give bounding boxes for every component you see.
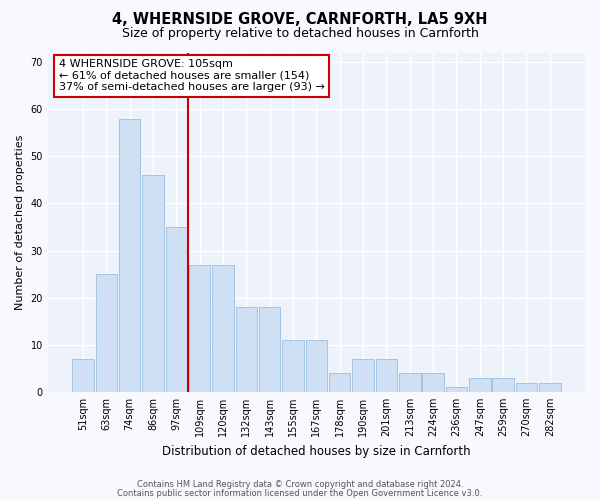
Bar [95,274,117,392]
Bar [189,264,211,392]
Y-axis label: Number of detached properties: Number of detached properties [15,134,25,310]
Bar [469,378,491,392]
Text: Contains HM Land Registry data © Crown copyright and database right 2024.: Contains HM Land Registry data © Crown c… [137,480,463,489]
Bar [259,307,280,392]
Text: 4, WHERNSIDE GROVE, CARNFORTH, LA5 9XH: 4, WHERNSIDE GROVE, CARNFORTH, LA5 9XH [112,12,488,28]
Text: Contains public sector information licensed under the Open Government Licence v3: Contains public sector information licen… [118,488,482,498]
Text: 4 WHERNSIDE GROVE: 105sqm
← 61% of detached houses are smaller (154)
37% of semi: 4 WHERNSIDE GROVE: 105sqm ← 61% of detac… [59,60,325,92]
Bar [516,382,537,392]
X-axis label: Distribution of detached houses by size in Carnforth: Distribution of detached houses by size … [162,444,471,458]
Bar [446,387,467,392]
Bar [352,359,374,392]
Bar [493,378,514,392]
Bar [422,373,444,392]
Bar [283,340,304,392]
Bar [305,340,327,392]
Bar [166,227,187,392]
Bar [539,382,560,392]
Bar [119,118,140,392]
Bar [212,264,234,392]
Bar [399,373,421,392]
Bar [236,307,257,392]
Bar [376,359,397,392]
Bar [329,373,350,392]
Bar [142,175,164,392]
Bar [72,359,94,392]
Text: Size of property relative to detached houses in Carnforth: Size of property relative to detached ho… [122,28,478,40]
